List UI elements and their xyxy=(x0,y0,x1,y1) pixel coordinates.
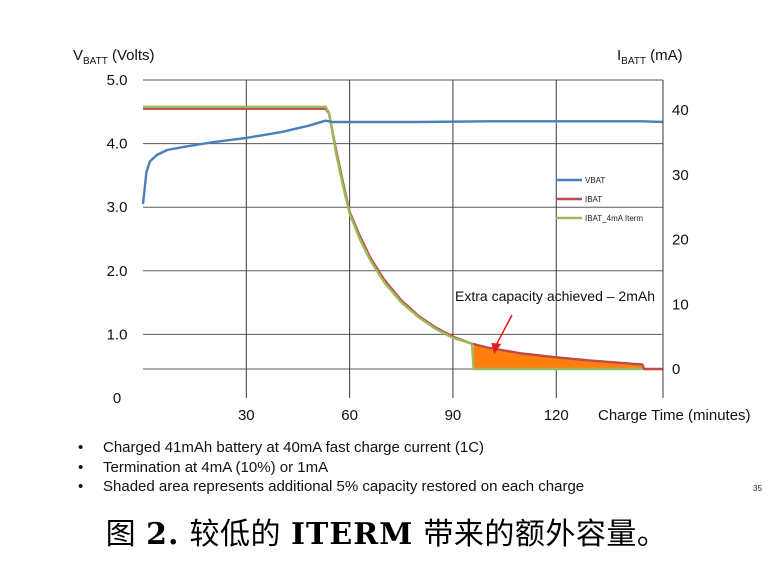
series-line-ibat-4ma-iterm xyxy=(143,105,643,371)
right-tick-label: 20 xyxy=(672,232,689,249)
right-tick-label: 0 xyxy=(672,361,680,378)
left-tick-label: 2.0 xyxy=(107,263,128,280)
caption-middle: 较低的 xyxy=(179,517,292,552)
left-axis-title: VBATT (Volts) xyxy=(73,47,155,67)
chart-gridlines xyxy=(143,79,663,398)
shaded-extra-capacity xyxy=(473,344,643,369)
right-tick-label: 40 xyxy=(672,102,689,119)
bullet-item: • Termination at 4mA (10%) or 1mA xyxy=(78,458,584,478)
annotation-arrow-head xyxy=(491,342,502,354)
bullet-symbol: • xyxy=(78,439,84,456)
x-axis-label: Charge Time (minutes) xyxy=(598,407,751,424)
right-tick-label: 10 xyxy=(672,296,689,313)
legend-label: IBAT xyxy=(585,195,602,204)
left-tick-label: 4.0 xyxy=(107,136,128,153)
caption-term: ITERM xyxy=(291,517,414,552)
bullet-text: Charged 41mAh battery at 40mA fast charg… xyxy=(103,439,485,456)
caption-figure-number: 2. xyxy=(146,517,180,552)
charge-chart: 0 1.0 2.0 3.0 4.0 5.0 0 10 20 30 40 30 60 90 120 Charge… xyxy=(73,47,751,424)
figure-caption: 图 2. 较低的 ITERM 带来的额外容量。 xyxy=(0,509,773,553)
series-layer xyxy=(141,105,664,371)
left-tick-label: 1.0 xyxy=(107,326,128,343)
bullet-text: Shaded area represents additional 5% cap… xyxy=(103,478,585,495)
left-tick-label: 5.0 xyxy=(107,72,128,89)
annotation-text: Extra capacity achieved – 2mAh xyxy=(455,288,655,304)
x-tick-label: 30 xyxy=(238,407,255,424)
bullet-text: Termination at 4mA (10%) or 1mA xyxy=(103,458,329,476)
bullet-list: • Charged 41mAh battery at 40mA fast cha… xyxy=(78,438,584,497)
caption-prefix: 图 xyxy=(105,517,147,552)
left-tick-label: 3.0 xyxy=(107,199,128,216)
page-number: 35 xyxy=(753,484,762,493)
chart-legend: VBAT IBAT IBAT_4mA Iterm xyxy=(556,176,643,223)
shaded-area-layer xyxy=(473,344,643,369)
bullet-symbol: • xyxy=(78,478,84,495)
bullet-symbol: • xyxy=(78,458,84,476)
legend-label: IBAT_4mA Iterm xyxy=(585,214,643,223)
bullet-item: • Charged 41mAh battery at 40mA fast cha… xyxy=(78,438,584,458)
series-line-vbat xyxy=(141,119,664,205)
left-tick-label: 0 xyxy=(113,390,121,407)
axes-layer: 0 1.0 2.0 3.0 4.0 5.0 0 10 20 30 40 30 60 90 120 Charge… xyxy=(73,47,751,424)
legend-label: VBAT xyxy=(585,176,605,185)
annotation-layer: Extra capacity achieved – 2mAh xyxy=(455,288,655,354)
caption-suffix: 带来的额外容量。 xyxy=(413,517,668,552)
series-line-ibat xyxy=(143,107,663,371)
right-axis-title: IBATT (mA) xyxy=(617,47,683,67)
x-tick-label: 60 xyxy=(341,407,358,424)
x-tick-label: 120 xyxy=(544,407,569,424)
x-tick-label: 90 xyxy=(445,407,462,424)
right-tick-label: 30 xyxy=(672,167,689,184)
annotation-arrow-shaft xyxy=(495,314,513,346)
bullet-item: • Shaded area represents additional 5% c… xyxy=(78,477,584,497)
